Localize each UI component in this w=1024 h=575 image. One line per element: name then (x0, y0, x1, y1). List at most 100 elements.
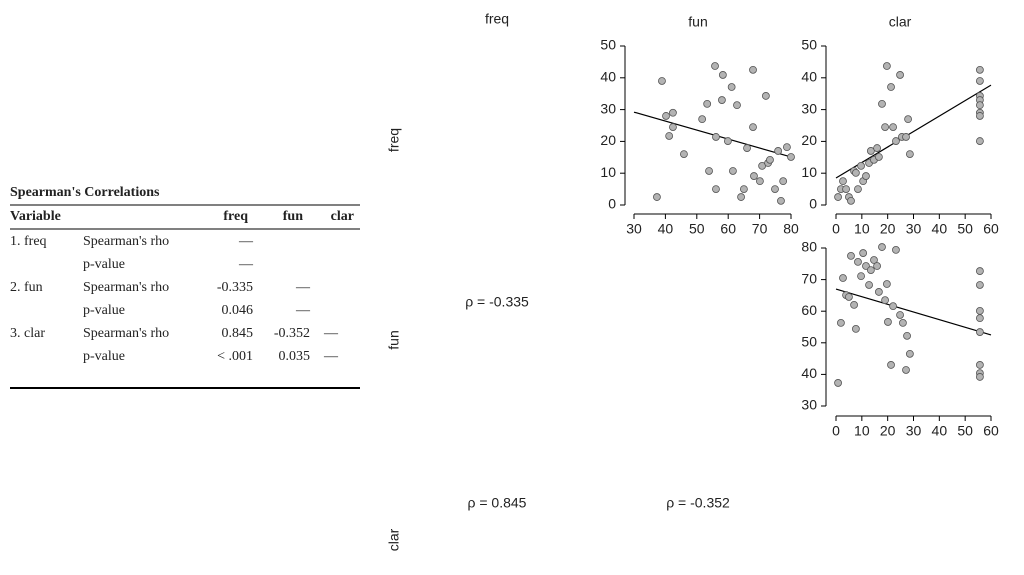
point (882, 280, 891, 288)
point (771, 185, 779, 194)
point (884, 318, 892, 326)
y-tick-label: 30 (801, 100, 817, 116)
point (718, 96, 726, 104)
point (658, 77, 666, 85)
point (854, 258, 862, 266)
point (774, 147, 783, 155)
point (766, 155, 774, 164)
x-tick-label: 80 (783, 221, 799, 237)
x-tick-label: 60 (720, 221, 736, 237)
x-tick-label: 20 (880, 221, 896, 237)
point (750, 172, 758, 180)
statistic-cell: Spearman's rho (83, 280, 169, 295)
x-tick-label: 0 (832, 221, 840, 237)
point (873, 262, 881, 270)
x-tick-label: 40 (932, 423, 948, 439)
point (712, 133, 720, 141)
point (756, 177, 764, 186)
y-tick-label: 50 (801, 37, 817, 53)
column-header: freq (223, 209, 248, 224)
point (975, 65, 984, 74)
point (847, 196, 855, 205)
point (711, 62, 719, 70)
point (653, 193, 661, 201)
point (889, 123, 897, 131)
point (975, 306, 984, 315)
trend-line (835, 288, 992, 336)
row-label: clar (386, 528, 402, 551)
column-label: freq (485, 11, 509, 27)
statistic-cell: Spearman's rho (83, 326, 169, 341)
y-tick-label: 0 (809, 196, 817, 212)
point (740, 185, 748, 194)
point (896, 311, 904, 319)
variable-cell: 1. freq (10, 234, 47, 249)
point (662, 112, 670, 120)
point (887, 83, 895, 91)
point (847, 251, 855, 260)
point (680, 150, 688, 159)
point (777, 196, 785, 205)
x-tick-label: 10 (854, 221, 870, 237)
point (892, 137, 900, 145)
y-tick-label: 40 (600, 69, 616, 85)
y-tick-label: 60 (801, 302, 817, 318)
point (845, 293, 853, 301)
statistic-cell: p-value (83, 257, 125, 272)
x-tick-label: 30 (906, 221, 922, 237)
point (859, 249, 868, 257)
value-cell: 0.035 (279, 349, 311, 364)
x-tick-label: 20 (880, 423, 896, 439)
y-tick-label: 20 (801, 132, 817, 148)
point (854, 185, 862, 194)
correlation-label: ρ = 0.845 (468, 495, 527, 511)
point (703, 99, 712, 108)
point (727, 83, 736, 91)
point (878, 99, 886, 108)
point (889, 302, 897, 311)
point (878, 243, 886, 251)
point (834, 379, 842, 387)
point (850, 300, 858, 309)
point (975, 267, 984, 275)
point (873, 144, 881, 152)
y-tick-label: 40 (801, 69, 817, 85)
point (787, 153, 795, 161)
point (723, 137, 732, 145)
value-cell: 0.845 (222, 326, 254, 341)
column-label: clar (889, 14, 912, 30)
point (857, 272, 865, 281)
y-tick-label: 30 (801, 397, 817, 413)
point (887, 361, 895, 369)
point (975, 77, 984, 85)
y-tick-label: 50 (600, 37, 616, 53)
point (975, 373, 984, 381)
value-cell: < .001 (217, 349, 253, 364)
point (874, 153, 883, 161)
value-cell: — (295, 303, 311, 318)
point (851, 168, 860, 177)
point (975, 112, 984, 120)
point (975, 137, 984, 145)
point (902, 133, 910, 141)
point (729, 167, 737, 175)
x-tick-label: 10 (854, 423, 870, 439)
point (899, 318, 907, 327)
value-cell: — (295, 280, 311, 295)
point (905, 349, 914, 358)
point (839, 177, 847, 186)
x-tick-label: 60 (983, 221, 999, 237)
column-header: fun (283, 209, 303, 224)
x-tick-label: 40 (932, 221, 948, 237)
point (881, 123, 889, 131)
point (761, 92, 770, 100)
point (749, 65, 757, 74)
point (837, 318, 845, 327)
y-tick-label: 40 (801, 365, 817, 381)
statistic-cell: p-value (83, 303, 125, 318)
correlation-label: ρ = -0.352 (666, 495, 730, 511)
point (705, 167, 713, 175)
point (718, 71, 727, 79)
y-tick-label: 70 (801, 270, 817, 286)
value-cell: 0.046 (222, 303, 254, 318)
